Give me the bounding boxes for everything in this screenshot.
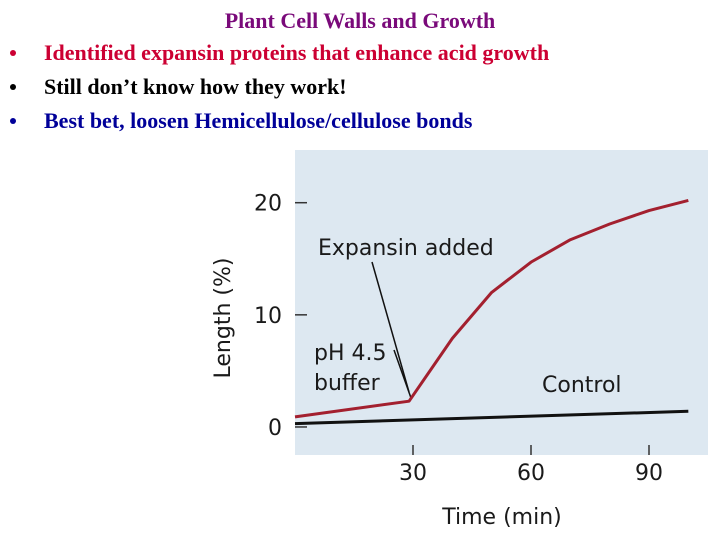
y-tick-label: 20 — [254, 192, 282, 217]
bullet-text: Best bet, loosen Hemicellulose/cellulose… — [44, 108, 473, 133]
bullet-dot — [10, 118, 16, 124]
x-axis-label: Time (min) — [441, 505, 562, 530]
annotation: buffer — [314, 371, 381, 396]
annotation-pointer — [371, 261, 410, 393]
y-tick-label: 10 — [254, 304, 282, 329]
series-line — [294, 409, 689, 426]
series-line — [294, 199, 689, 419]
bullet-dot — [10, 84, 16, 90]
y-tick-label: 0 — [268, 416, 282, 441]
bullet-text: Still don’t know how they work! — [44, 74, 347, 99]
bullet-dot — [10, 50, 16, 56]
annotation: Expansin added — [318, 236, 494, 261]
slide-title: Plant Cell Walls and Growth — [225, 8, 496, 33]
x-tick-label: 60 — [517, 461, 545, 486]
annotation-pointer — [393, 349, 412, 399]
annotation: pH 4.5 — [314, 341, 387, 366]
x-tick-label: 90 — [635, 461, 663, 486]
bullet-text: Identified expansin proteins that enhanc… — [44, 40, 549, 65]
x-tick-label: 30 — [399, 461, 427, 486]
annotation: Control — [542, 373, 622, 398]
bullet-list: Identified expansin proteins that enhanc… — [10, 40, 549, 133]
plot-background — [295, 150, 708, 455]
y-axis-label: Length (%) — [211, 258, 236, 379]
